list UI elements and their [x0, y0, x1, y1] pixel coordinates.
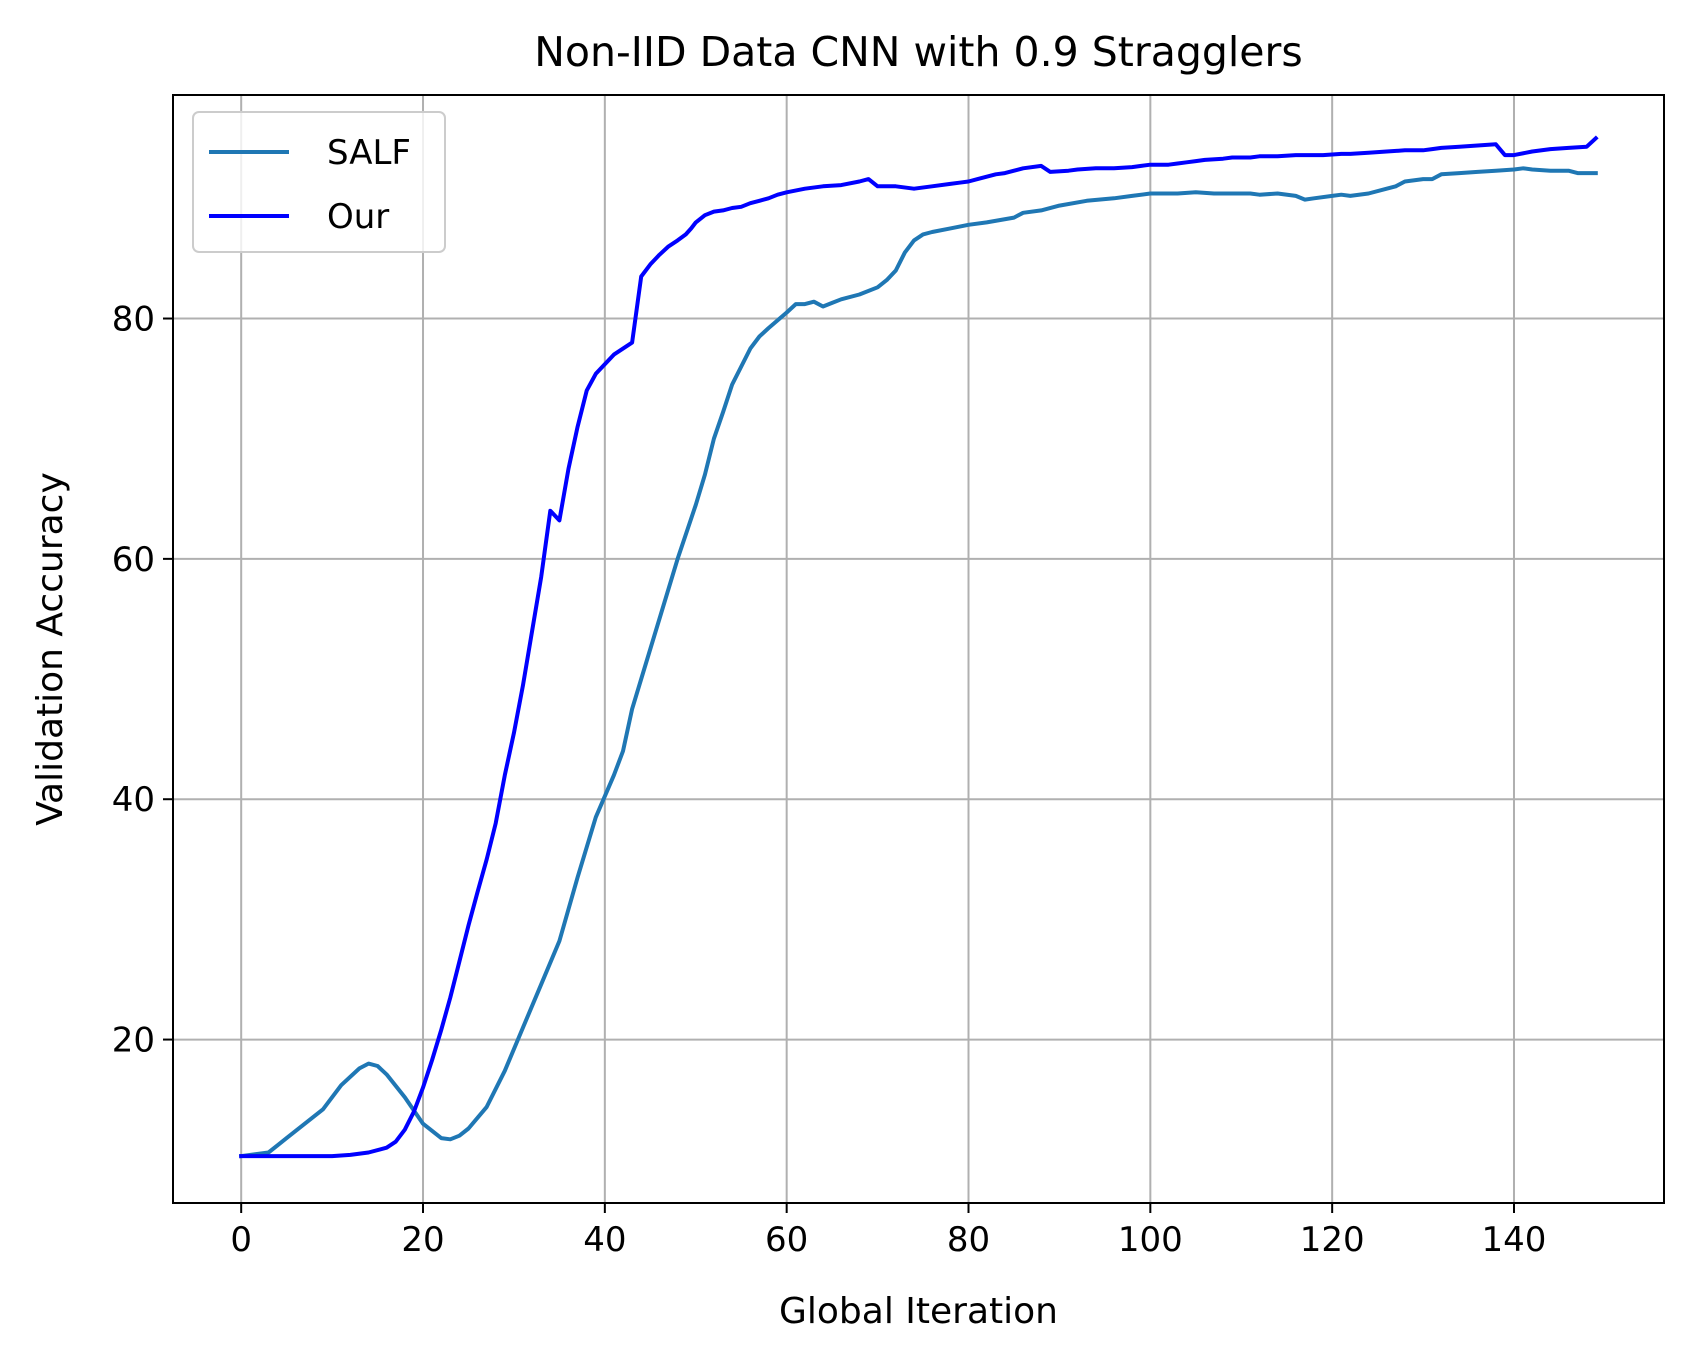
legend: SALF Our	[192, 111, 446, 253]
plot-frame	[172, 94, 1665, 1204]
x-tick-label: 120	[1300, 1220, 1365, 1260]
x-tick-label: 80	[947, 1220, 990, 1260]
chart-title: Non-IID Data CNN with 0.9 Stragglers	[534, 28, 1302, 76]
y-tick-label: 40	[112, 780, 155, 820]
x-tick-label: 20	[401, 1220, 444, 1260]
legend-label: SALF	[327, 133, 411, 173]
x-axis-label: Global Iteration	[779, 1291, 1058, 1332]
x-tick-label: 0	[230, 1220, 252, 1260]
y-axis: 20 40 60 80	[112, 300, 173, 1061]
legend-label: Our	[327, 197, 389, 237]
grid	[173, 95, 1664, 1203]
series-layer	[238, 135, 1599, 1159]
x-axis: 0 20 40 60 80 100 120 140	[230, 1203, 1546, 1260]
series-line-salf	[238, 166, 1598, 1159]
y-axis-label: Validation Accuracy	[30, 472, 71, 826]
y-tick-label: 20	[112, 1021, 155, 1061]
y-tick-label: 80	[112, 300, 155, 340]
x-tick-label: 60	[765, 1220, 808, 1260]
series-line-our	[239, 135, 1599, 1159]
y-tick-label: 60	[112, 540, 155, 580]
x-tick-label: 100	[1118, 1220, 1183, 1260]
x-tick-label: 140	[1482, 1220, 1547, 1260]
x-tick-label: 40	[583, 1220, 626, 1260]
